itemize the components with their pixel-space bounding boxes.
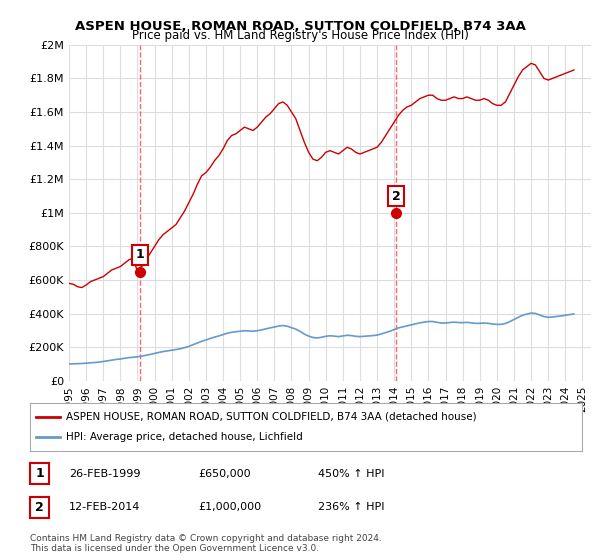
Text: Contains HM Land Registry data © Crown copyright and database right 2024.
This d: Contains HM Land Registry data © Crown c… (30, 534, 382, 553)
Text: £1,000,000: £1,000,000 (198, 502, 261, 512)
Text: HPI: Average price, detached house, Lichfield: HPI: Average price, detached house, Lich… (66, 432, 302, 442)
Text: 1: 1 (35, 467, 44, 480)
Text: ASPEN HOUSE, ROMAN ROAD, SUTTON COLDFIELD, B74 3AA (detached house): ASPEN HOUSE, ROMAN ROAD, SUTTON COLDFIEL… (66, 412, 476, 422)
Text: 1: 1 (136, 248, 145, 262)
Text: Price paid vs. HM Land Registry's House Price Index (HPI): Price paid vs. HM Land Registry's House … (131, 29, 469, 42)
Text: 26-FEB-1999: 26-FEB-1999 (69, 469, 140, 479)
Text: 12-FEB-2014: 12-FEB-2014 (69, 502, 140, 512)
Text: 236% ↑ HPI: 236% ↑ HPI (318, 502, 385, 512)
Text: 2: 2 (35, 501, 44, 514)
Text: £650,000: £650,000 (198, 469, 251, 479)
Text: ASPEN HOUSE, ROMAN ROAD, SUTTON COLDFIELD, B74 3AA: ASPEN HOUSE, ROMAN ROAD, SUTTON COLDFIEL… (74, 20, 526, 32)
Text: 2: 2 (392, 189, 401, 203)
Text: 450% ↑ HPI: 450% ↑ HPI (318, 469, 385, 479)
